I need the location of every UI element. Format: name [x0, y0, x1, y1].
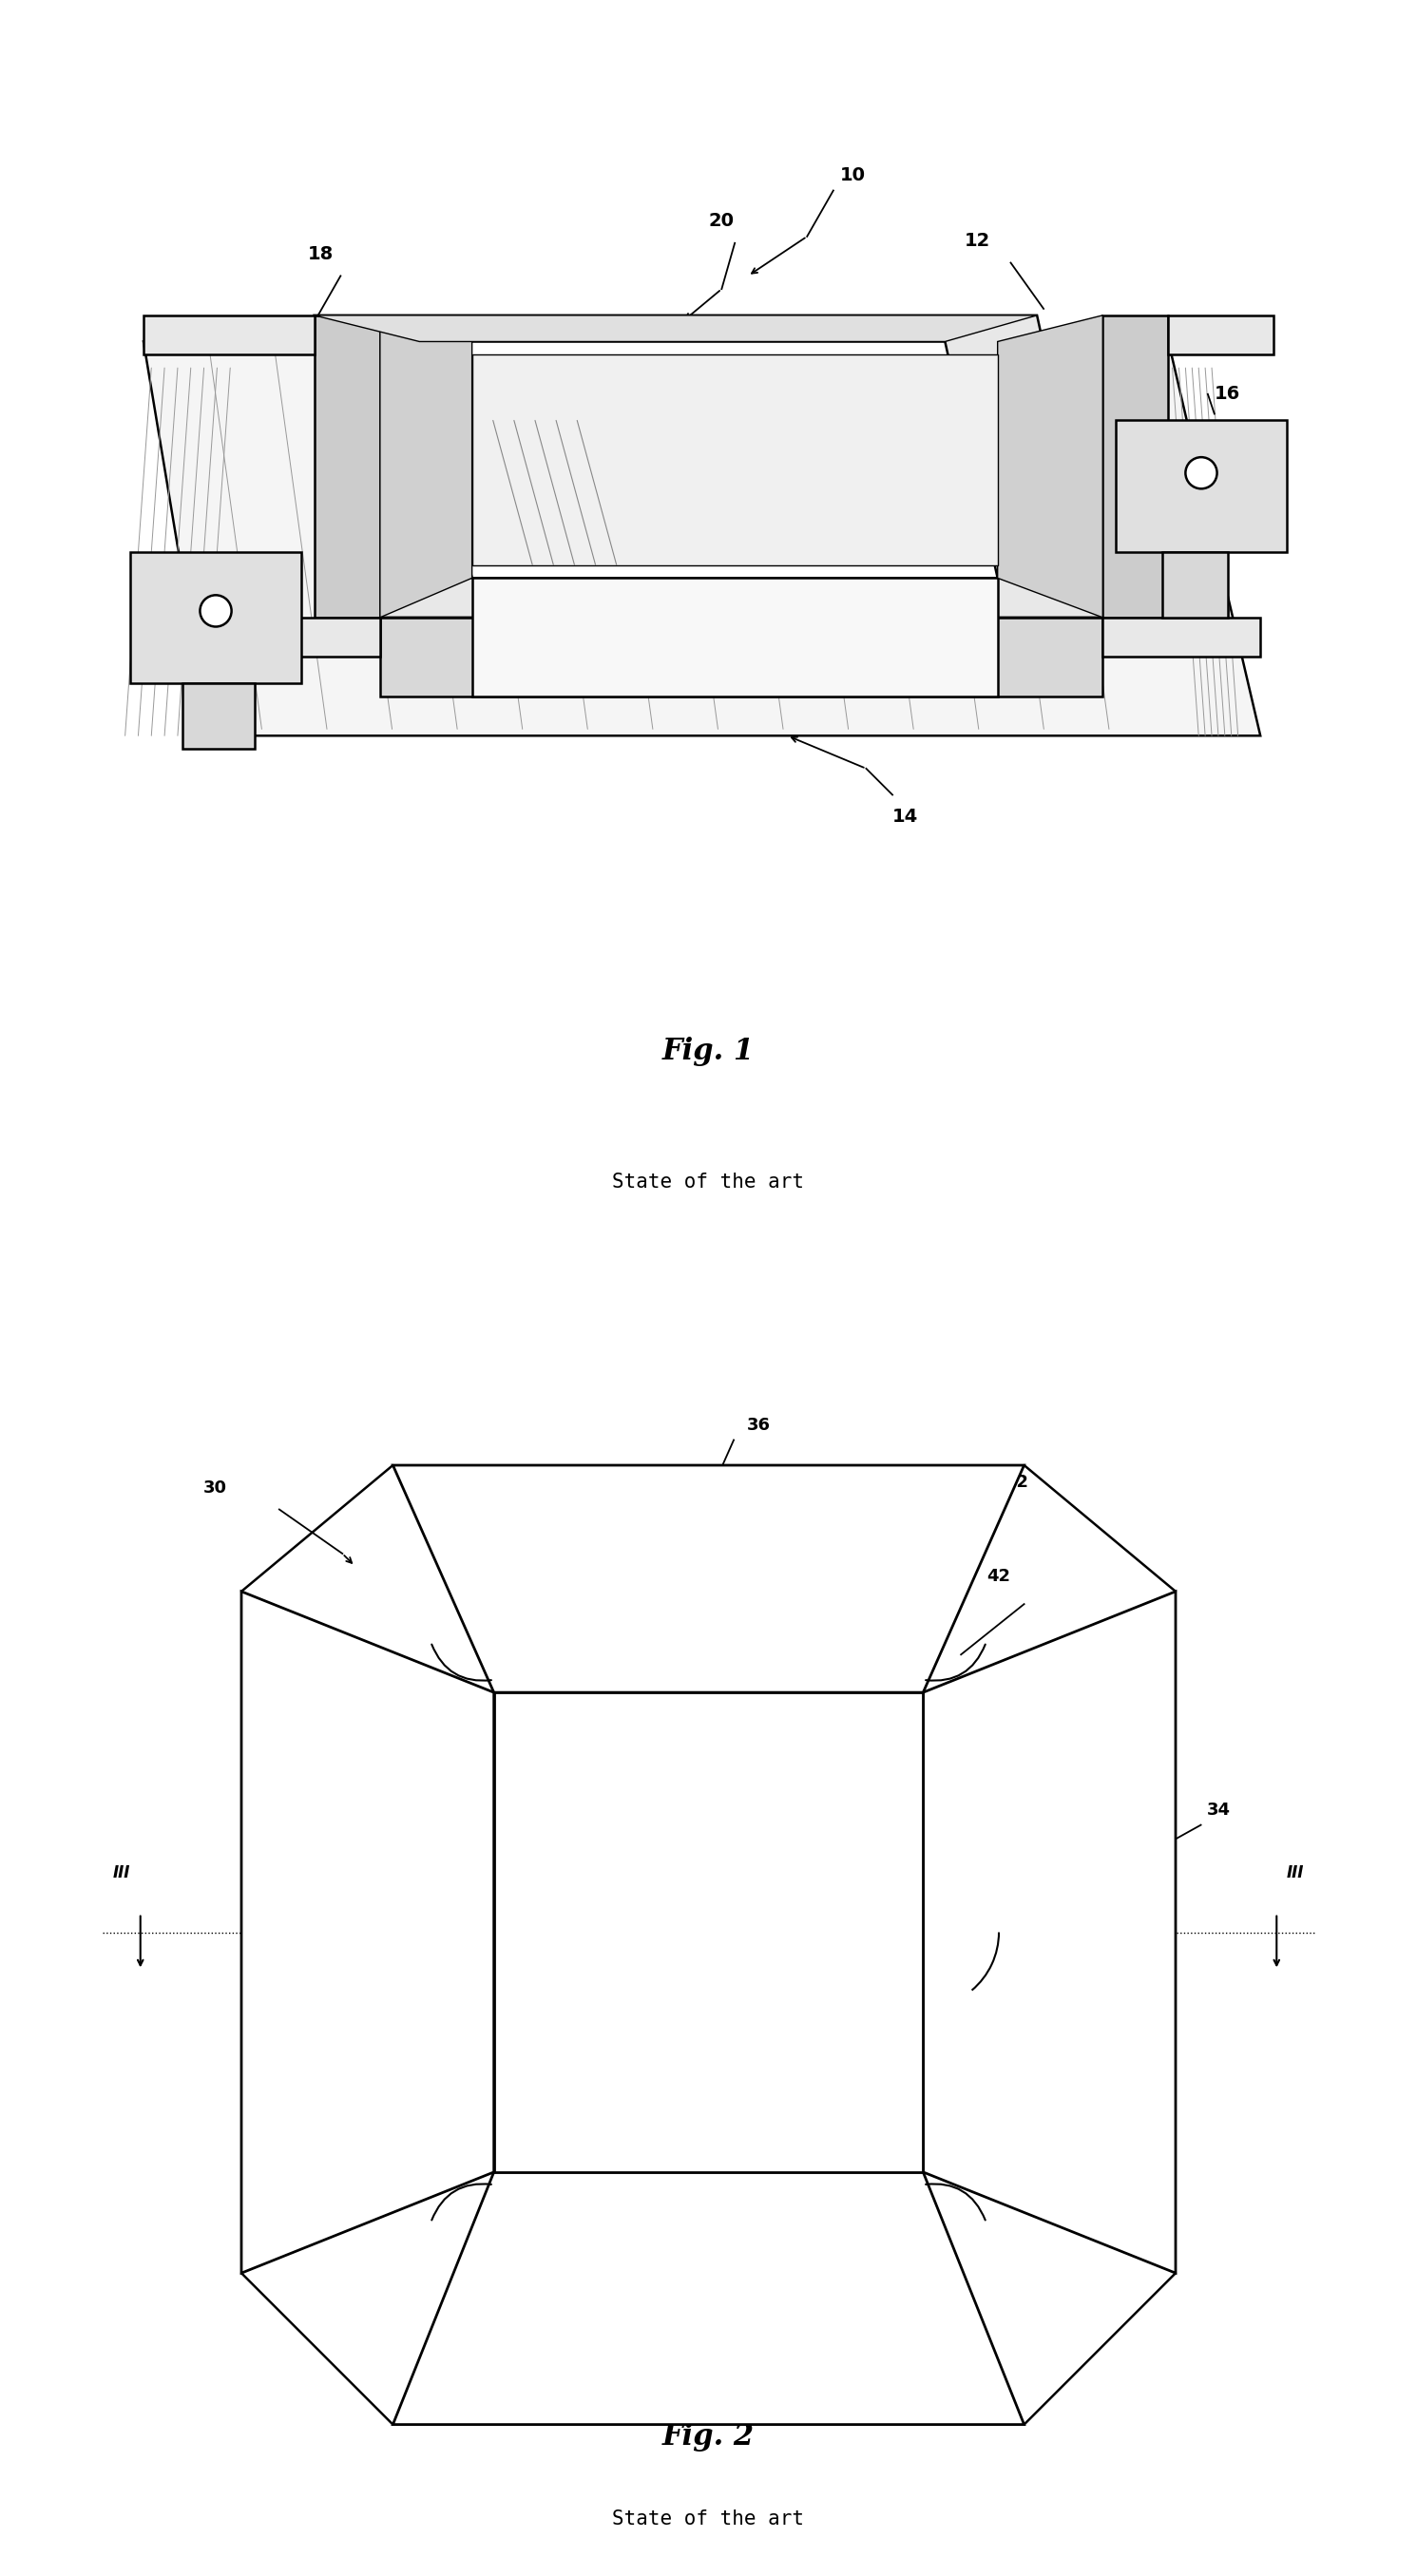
Polygon shape [922, 1592, 1176, 2272]
Text: III: III [113, 1865, 130, 1880]
Polygon shape [1102, 618, 1260, 657]
Circle shape [1186, 456, 1217, 489]
Polygon shape [495, 1692, 922, 2172]
Polygon shape [472, 355, 998, 564]
Text: 42: 42 [986, 1569, 1010, 1584]
Text: State of the art: State of the art [612, 2509, 805, 2530]
Polygon shape [1115, 420, 1287, 551]
Polygon shape [143, 343, 1260, 737]
Polygon shape [1162, 551, 1227, 618]
Text: θ: θ [930, 2032, 941, 2050]
Polygon shape [143, 314, 315, 355]
Polygon shape [472, 577, 998, 696]
Polygon shape [393, 1466, 1024, 1692]
Text: 18: 18 [1064, 448, 1090, 466]
Polygon shape [315, 314, 380, 618]
Text: 14: 14 [893, 809, 918, 827]
Text: 32: 32 [1005, 1473, 1029, 1492]
Polygon shape [393, 2172, 1024, 2424]
Polygon shape [380, 618, 1102, 696]
Circle shape [200, 595, 231, 626]
Text: 10: 10 [840, 165, 866, 183]
Text: State of the art: State of the art [612, 1172, 805, 1193]
Polygon shape [183, 683, 255, 750]
Text: 34: 34 [1207, 1801, 1231, 1819]
Text: 16: 16 [1214, 384, 1240, 404]
Text: 36: 36 [747, 1417, 769, 1435]
Polygon shape [380, 314, 472, 618]
Polygon shape [998, 314, 1102, 618]
Polygon shape [1169, 314, 1274, 355]
Text: 30: 30 [204, 1479, 227, 1497]
Polygon shape [315, 314, 1037, 343]
Text: 20: 20 [708, 211, 734, 229]
Polygon shape [419, 343, 998, 577]
Text: III: III [1287, 1865, 1304, 1880]
Text: 12: 12 [965, 232, 990, 250]
Text: Fig. 1: Fig. 1 [662, 1036, 755, 1066]
Text: 18: 18 [307, 245, 333, 263]
Text: Fig. 2: Fig. 2 [662, 2421, 755, 2452]
Text: 40: 40 [570, 2329, 594, 2347]
Polygon shape [241, 1592, 495, 2272]
Polygon shape [1102, 314, 1169, 618]
Polygon shape [130, 551, 302, 683]
Text: 16: 16 [157, 567, 183, 585]
Polygon shape [315, 314, 1102, 618]
Polygon shape [157, 618, 380, 657]
